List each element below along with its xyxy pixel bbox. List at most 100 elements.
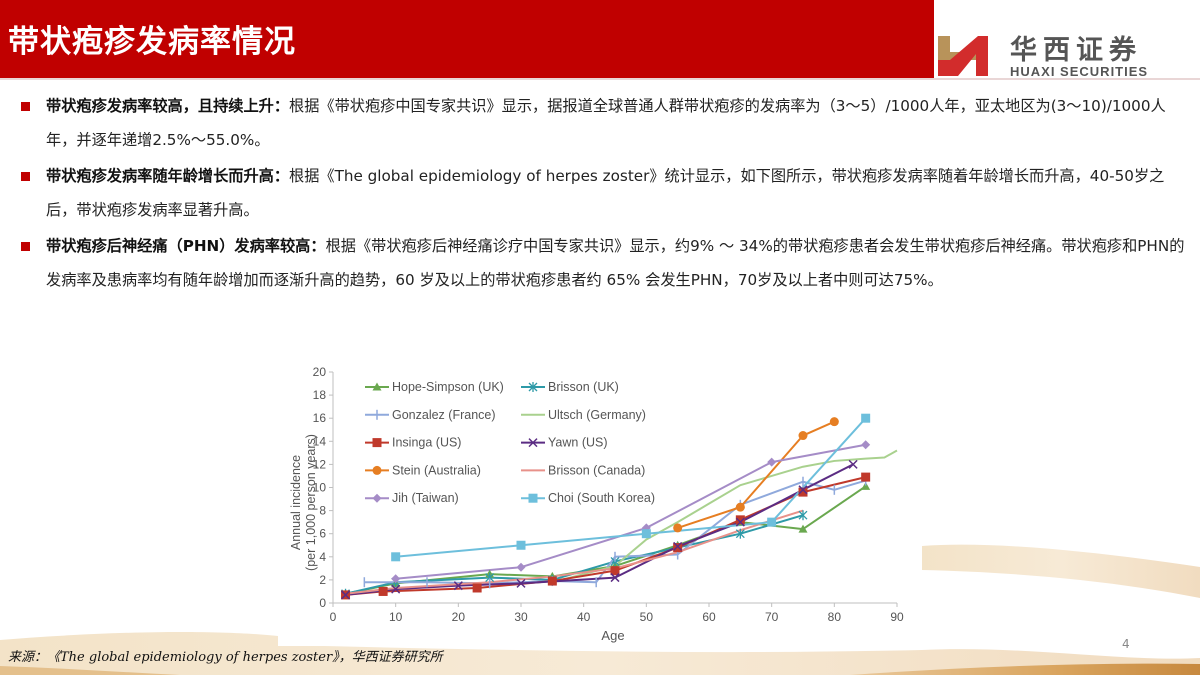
data-point-marker — [391, 584, 401, 594]
incidence-by-age-chart: 0 2 4 6 8 10 12 14 16 18 20 0 10 20 30 40 50 60 70 80 90 Age A… — [278, 356, 922, 646]
x-tick-label: 70 — [765, 610, 779, 624]
data-point-marker — [372, 465, 382, 475]
bullet-lead: 带状疱疹发病率随年龄增长而升高： — [46, 167, 289, 185]
data-point-marker — [547, 576, 557, 586]
data-point-marker — [861, 440, 871, 450]
data-point-marker — [798, 431, 808, 441]
data-point-marker — [848, 459, 858, 469]
title-bar: 带状疱疹发病率情况 — [0, 0, 934, 78]
data-point-marker — [516, 562, 526, 572]
bullet-square-icon — [21, 172, 30, 181]
page-number: 4 — [1122, 637, 1130, 651]
bullet-square-icon — [21, 102, 30, 111]
y-tick-label: 12 — [313, 457, 327, 471]
legend-label: Insinga (US) — [392, 436, 461, 450]
bullet-item-incidence-high: 带状疱疹发病率较高，且持续上升：根据《带状疱疹中国专家共识》显示，据报道全球普通… — [18, 89, 1193, 157]
series-line — [345, 509, 804, 595]
bullet-body: 根据《带状疱疹后神经痛诊疗中国专家共识》显示，约9% ～ 34%的带状疱疹患者会… — [46, 237, 1185, 289]
x-tick-label: 0 — [330, 610, 337, 624]
bullet-body: 根据《The global epidemiology of herpes zos… — [46, 167, 1165, 219]
data-point-marker — [391, 574, 401, 584]
data-point-marker — [673, 543, 683, 553]
y-tick-label: 6 — [319, 527, 326, 541]
company-logo: 华西证券 HUAXI SECURITIES — [936, 28, 1196, 79]
x-tick-label: 30 — [514, 610, 528, 624]
y-tick-label: 10 — [313, 481, 327, 495]
data-point-marker — [735, 517, 745, 527]
logo-chinese-name: 华西证券 — [1010, 35, 1142, 66]
bullet-item-incidence-age: 带状疱疹发病率随年龄增长而升高：根据《The global epidemiolo… — [18, 159, 1193, 227]
data-point-marker — [610, 566, 620, 576]
bullet-lead: 带状疱疹后神经痛（PHN）发病率较高： — [46, 237, 326, 255]
y-tick-label: 4 — [319, 550, 326, 564]
data-point-marker — [516, 540, 526, 550]
series-line — [395, 417, 867, 558]
bullet-item-phn: 带状疱疹后神经痛（PHN）发病率较高：根据《带状疱疹后神经痛诊疗中国专家共识》显… — [18, 229, 1193, 297]
legend-label: Stein (Australia) — [392, 463, 481, 477]
legend-label: Jih (Taiwan) — [392, 491, 459, 505]
x-tick-label: 50 — [640, 610, 654, 624]
data-point-marker — [341, 590, 351, 600]
line-chart: 0 2 4 6 8 10 12 14 16 18 20 0 10 20 30 40 50 60 70 80 90 Age A… — [289, 365, 904, 643]
data-point-marker — [528, 493, 538, 503]
data-point-marker — [735, 502, 745, 512]
data-point-marker — [798, 485, 808, 495]
y-tick-label: 14 — [313, 434, 327, 448]
data-point-marker — [516, 578, 526, 588]
bullet-square-icon — [21, 242, 30, 251]
y-tick-label: 2 — [319, 573, 326, 587]
data-point-marker — [372, 493, 382, 503]
data-point-marker — [453, 581, 463, 591]
data-point-marker — [372, 438, 382, 448]
bullet-body: 根据《带状疱疹中国专家共识》显示，据报道全球普通人群带状疱疹的发病率为（3～5）… — [46, 97, 1166, 149]
data-point-marker — [735, 515, 745, 525]
source-note: 来源：《The global epidemiology of herpes zo… — [8, 650, 443, 665]
x-tick-label: 10 — [389, 610, 403, 624]
data-point-marker — [673, 541, 683, 551]
data-point-marker — [798, 487, 808, 497]
huaxi-logo-icon — [938, 36, 988, 76]
data-point-marker — [861, 472, 871, 482]
data-point-marker — [767, 457, 777, 467]
bullet-lead: 带状疱疹发病率较高，且持续上升： — [46, 97, 289, 115]
data-point-marker — [767, 517, 777, 527]
page-title: 带状疱疹发病率情况 — [8, 24, 296, 60]
data-point-marker — [378, 586, 388, 596]
data-point-marker — [472, 583, 482, 593]
series-line — [552, 449, 898, 584]
data-point-marker — [610, 573, 620, 583]
data-point-marker — [829, 417, 839, 427]
legend-label: Brisson (Canada) — [548, 463, 645, 477]
data-point-marker — [641, 529, 651, 539]
legend-label: Gonzalez (France) — [392, 408, 496, 422]
bullet-list: 带状疱疹发病率较高，且持续上升：根据《带状疱疹中国专家共识》显示，据报道全球普通… — [18, 89, 1193, 297]
legend-label: Brisson (UK) — [548, 380, 619, 394]
y-axis-label-units: (per 1,000 person years) — [304, 434, 318, 571]
y-tick-label: 18 — [313, 388, 327, 402]
legend-label: Choi (South Korea) — [548, 491, 655, 505]
y-tick-label: 8 — [319, 504, 326, 518]
data-point-marker — [798, 524, 808, 533]
title-divider — [0, 78, 1200, 80]
data-point-marker — [861, 413, 871, 423]
x-tick-label: 20 — [452, 610, 466, 624]
logo-english-name: HUAXI SECURITIES — [1010, 64, 1149, 79]
data-point-marker — [673, 523, 683, 533]
data-point-marker — [372, 382, 382, 391]
x-tick-label: 80 — [828, 610, 842, 624]
x-tick-label: 40 — [577, 610, 591, 624]
x-tick-label: 60 — [702, 610, 716, 624]
y-tick-label: 0 — [319, 596, 326, 610]
x-axis-label: Age — [601, 628, 624, 643]
data-point-marker — [528, 438, 538, 448]
y-axis-label: Annual incidence — [289, 455, 303, 550]
x-tick-label: 90 — [890, 610, 904, 624]
series-line — [345, 463, 854, 596]
legend-label: Yawn (US) — [548, 436, 608, 450]
y-tick-label: 20 — [313, 365, 327, 379]
data-point-marker — [391, 552, 401, 562]
data-point-marker — [861, 481, 871, 490]
legend-label: Hope-Simpson (UK) — [392, 380, 504, 394]
series-line — [677, 420, 835, 529]
y-tick-label: 16 — [313, 411, 327, 425]
